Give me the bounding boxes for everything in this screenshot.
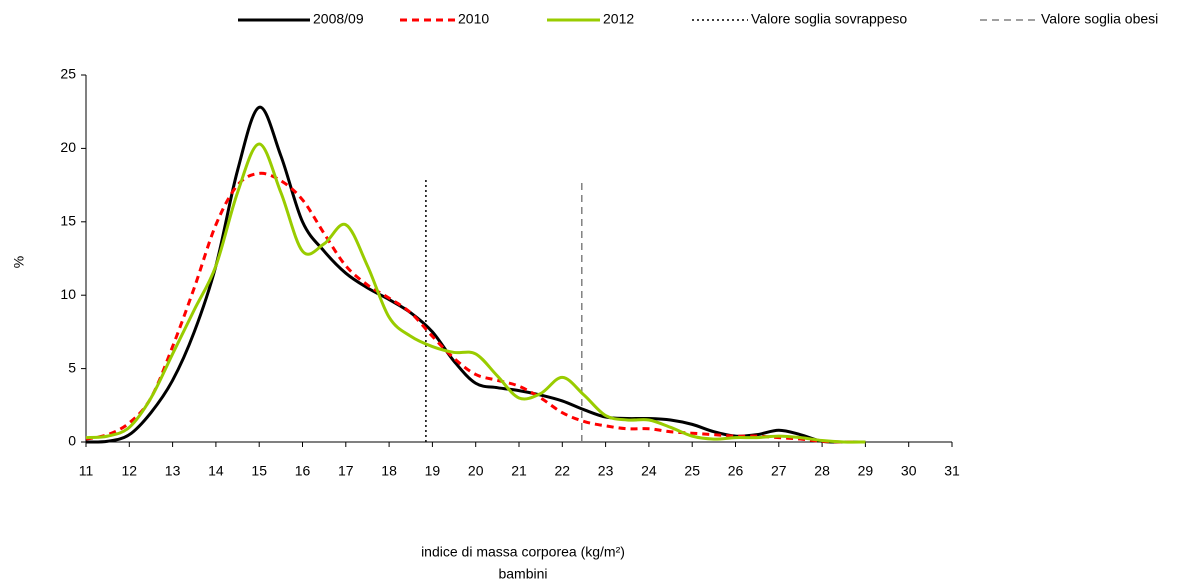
x-tick-label: 17 [338, 463, 354, 479]
x-tick-label: 19 [425, 463, 441, 479]
x-tick-label: 28 [814, 463, 830, 479]
y-tick-label: 25 [60, 66, 76, 82]
legend-label: 2008/09 [313, 11, 364, 27]
x-tick-label: 31 [944, 463, 960, 479]
x-tick-label: 30 [901, 463, 917, 479]
x-tick-label: 14 [208, 463, 224, 479]
x-tick-label: 23 [598, 463, 614, 479]
y-tick-label: 5 [68, 359, 76, 375]
x-axis-label: indice di massa corporea (kg/m²) [421, 544, 625, 560]
y-tick-label: 10 [60, 286, 76, 302]
series-line [85, 171, 866, 444]
legend-label: 2012 [603, 11, 634, 27]
series-line [85, 105, 866, 444]
x-tick-label: 11 [79, 463, 94, 479]
x-tick-label: 12 [122, 463, 138, 479]
legend-label: Valore soglia obesi [1041, 11, 1158, 27]
x-tick-label: 22 [555, 463, 571, 479]
series-line [85, 142, 866, 444]
y-tick-label: 20 [60, 139, 76, 155]
x-tick-label: 29 [858, 463, 874, 479]
legend-label: 2010 [458, 11, 489, 27]
x-tick-label: 20 [468, 463, 484, 479]
x-tick-label: 13 [165, 463, 181, 479]
x-tick-label: 26 [728, 463, 744, 479]
y-axis-label: % [11, 256, 27, 268]
legend-label: Valore soglia sovrappeso [751, 11, 907, 27]
x-tick-label: 25 [684, 463, 700, 479]
x-axis-sublabel: bambini [498, 566, 547, 582]
x-tick-label: 16 [295, 463, 311, 479]
x-tick-label: 21 [511, 463, 527, 479]
x-tick-label: 18 [381, 463, 397, 479]
x-tick-label: 27 [771, 463, 787, 479]
y-tick-label: 0 [68, 433, 76, 449]
y-tick-label: 15 [60, 213, 76, 229]
x-tick-label: 24 [641, 463, 657, 479]
x-tick-label: 15 [251, 463, 267, 479]
